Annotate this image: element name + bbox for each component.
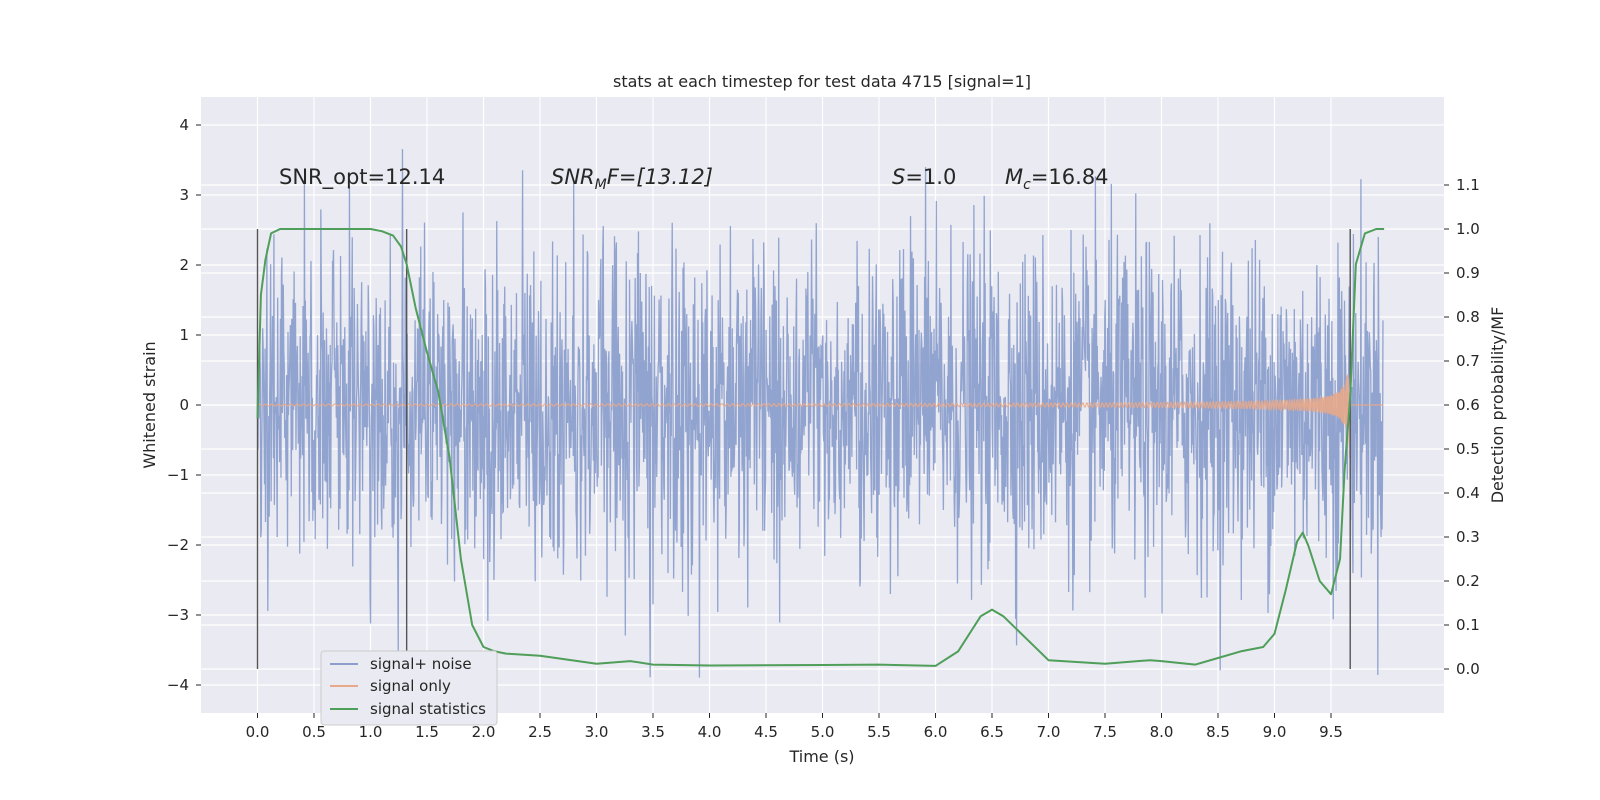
legend-label-signal-only: signal only bbox=[370, 677, 451, 695]
y2-tick-label: 0.8 bbox=[1456, 308, 1480, 326]
y-axis-ticks: 4 3 2 1 0 −1 −2 −3 −4 bbox=[167, 116, 201, 694]
y-tick-label: −3 bbox=[167, 606, 189, 624]
signal-only-line bbox=[257, 374, 1383, 459]
series-signal-noise bbox=[256, 149, 1384, 678]
x-axis-ticks: 0.0 0.5 1.0 1.5 2.0 2.5 3.0 3.5 4.0 4.5 5.0 5.5 6.0 6… bbox=[246, 713, 1343, 741]
snr-mf-suffix-f: F=[13.12] bbox=[607, 165, 713, 189]
annotation-mc: Mc=16.84 bbox=[1005, 165, 1109, 193]
signal-noise-line bbox=[256, 149, 1384, 678]
snr-mf-sub: M bbox=[595, 177, 607, 193]
y2-tick-label: 0.3 bbox=[1456, 528, 1480, 546]
x-tick-label: 2.0 bbox=[472, 723, 496, 741]
annotation-s: S=1.0 bbox=[892, 165, 956, 189]
y2-tick-label: 0.0 bbox=[1456, 660, 1480, 678]
x-tick-label: 7.0 bbox=[1037, 723, 1061, 741]
series-signal-statistics bbox=[256, 228, 1385, 667]
annotation-snr-opt: SNR_opt=12.14 bbox=[279, 165, 445, 190]
legend: signal+ noise signal only signal statist… bbox=[320, 650, 498, 726]
x-tick-label: 8.5 bbox=[1206, 723, 1230, 741]
legend-label-signal-statistics: signal statistics bbox=[370, 700, 486, 718]
y2-tick-label: 1.1 bbox=[1456, 176, 1480, 194]
mc-value: =16.84 bbox=[1031, 165, 1109, 189]
x-tick-label: 5.0 bbox=[811, 723, 835, 741]
y-tick-label: 3 bbox=[179, 186, 189, 204]
mc-var: M bbox=[1005, 165, 1023, 189]
snr-mf-prefix: SNR bbox=[551, 165, 595, 189]
x-tick-label: 1.0 bbox=[359, 723, 383, 741]
y-axis-label: Whitened strain bbox=[140, 341, 159, 468]
chart-title: stats at each timestep for test data 471… bbox=[613, 72, 1031, 91]
y-tick-label: 2 bbox=[179, 256, 189, 274]
x-tick-label: 0.0 bbox=[246, 723, 270, 741]
x-tick-label: 3.5 bbox=[641, 723, 665, 741]
y-tick-label: 4 bbox=[179, 116, 189, 134]
y2-tick-label: 0.6 bbox=[1456, 396, 1480, 414]
x-tick-label: 6.0 bbox=[924, 723, 948, 741]
annotation-snr-mf: SNRMF=[13.12] bbox=[551, 165, 713, 193]
y-tick-label: −4 bbox=[167, 676, 189, 694]
y-tick-label: 1 bbox=[179, 326, 189, 344]
y2-tick-label: 0.7 bbox=[1456, 352, 1480, 370]
y-tick-label: −2 bbox=[167, 536, 189, 554]
y2-tick-label: 0.2 bbox=[1456, 572, 1480, 590]
legend-label-signal-noise: signal+ noise bbox=[370, 655, 472, 673]
signal-statistics-line bbox=[256, 228, 1385, 667]
x-tick-label: 3.0 bbox=[585, 723, 609, 741]
x-tick-label: 5.5 bbox=[867, 723, 891, 741]
x-tick-label: 9.5 bbox=[1319, 723, 1343, 741]
x-tick-label: 2.5 bbox=[528, 723, 552, 741]
x-axis-label: Time (s) bbox=[788, 747, 854, 766]
s-var: S bbox=[892, 165, 905, 189]
legend-box bbox=[320, 650, 498, 726]
vertical-markers bbox=[256, 229, 1351, 669]
y-tick-label: 0 bbox=[179, 396, 189, 414]
x-tick-label: 6.5 bbox=[980, 723, 1004, 741]
x-tick-label: 0.5 bbox=[302, 723, 326, 741]
y-tick-label: −1 bbox=[167, 466, 189, 484]
y2-tick-label: 0.5 bbox=[1456, 440, 1480, 458]
x-tick-label: 4.5 bbox=[754, 723, 778, 741]
x-tick-label: 9.0 bbox=[1263, 723, 1287, 741]
x-tick-label: 1.5 bbox=[415, 723, 439, 741]
y2-axis-label: Detection probability/MF bbox=[1488, 307, 1507, 504]
s-value: =1.0 bbox=[905, 165, 956, 189]
y2-tick-label: 0.1 bbox=[1456, 616, 1480, 634]
y2-tick-label: 0.9 bbox=[1456, 264, 1480, 282]
x-tick-label: 4.0 bbox=[698, 723, 722, 741]
x-tick-label: 7.5 bbox=[1093, 723, 1117, 741]
y2-tick-label: 0.4 bbox=[1456, 484, 1480, 502]
y2-tick-label: 1.0 bbox=[1456, 220, 1480, 238]
y2-axis-ticks: 1.1 1.0 0.9 0.8 0.7 0.6 0.5 0.4 0.3 0.2 0.1 0.0 bbox=[1444, 176, 1480, 678]
mc-sub: c bbox=[1023, 177, 1031, 193]
series-signal-only bbox=[257, 374, 1383, 459]
x-tick-label: 8.0 bbox=[1150, 723, 1174, 741]
